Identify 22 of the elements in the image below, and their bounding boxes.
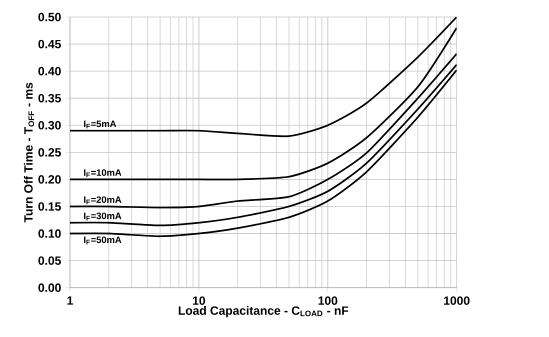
y-tick-label: 0.40 — [38, 67, 61, 76]
y-tick-label: 0.30 — [38, 121, 61, 130]
x-tick-label: 1000 — [444, 296, 470, 306]
y-tick-label: 0.45 — [38, 40, 61, 48]
y-tick-label: 0.25 — [38, 148, 61, 157]
x-tick-label: 1 — [67, 296, 73, 305]
y-axis-title: Turn Off Time - T$_{OFF}$ - ms — [24, 82, 34, 222]
series-label: I$_{F}$=30mA — [84, 212, 122, 221]
y-tick-label: 0.05 — [38, 256, 61, 266]
x-tick-label: 100 — [318, 296, 338, 306]
x-axis-title: Load Capacitance - C$_{LOAD}$ - nF — [178, 306, 348, 318]
y-tick-label: 0.00 — [38, 284, 61, 292]
y-tick-label: 0.50 — [38, 12, 61, 22]
series-label: I$_{F}$=10mA — [84, 169, 122, 178]
x-tick-label: 10 — [192, 296, 206, 306]
y-tick-label: 0.10 — [38, 229, 61, 238]
series-label: I$_{F}$=20mA — [84, 196, 122, 204]
series-label: I$_{F}$=50mA — [84, 236, 122, 245]
y-tick-label: 0.20 — [38, 175, 61, 184]
series-label: I$_{F}$=5mA — [84, 120, 116, 129]
y-tick-label: 0.35 — [38, 94, 61, 103]
y-tick-label: 0.15 — [38, 202, 61, 211]
